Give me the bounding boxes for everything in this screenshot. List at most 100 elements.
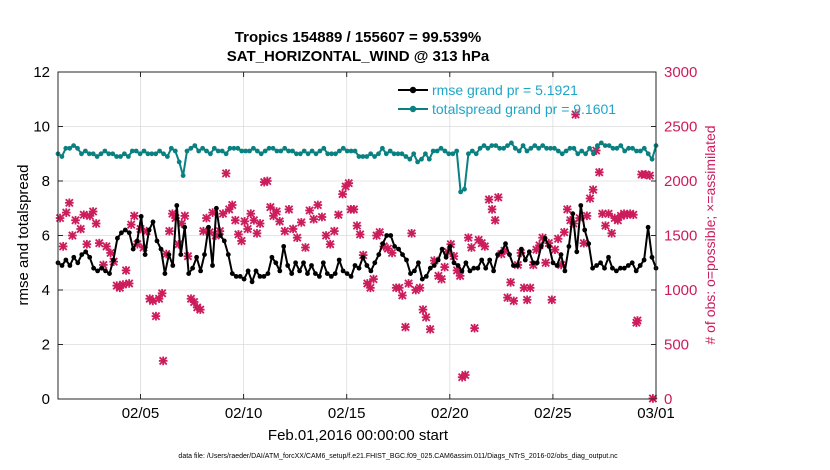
- rmse-point-105: [471, 265, 477, 271]
- chart-titles: Tropics 154889 / 155607 = 99.539% SAT_HO…: [227, 29, 490, 65]
- rmse-point-100: [451, 260, 457, 266]
- totalspread-point-24: [149, 151, 155, 157]
- rmse-point-33: [186, 271, 192, 276]
- rmse-point-61: [297, 268, 302, 274]
- obs-marker-85: [338, 189, 347, 199]
- rmse-point-58: [285, 263, 291, 268]
- totalspread-point-137: [591, 151, 596, 157]
- rmse-point-103: [463, 260, 469, 266]
- rmse-point-115: [511, 263, 516, 268]
- rmse-point-127: [558, 252, 564, 257]
- totalspread-point-142: [610, 145, 616, 151]
- totalspread-point-106: [469, 148, 475, 154]
- totalspread-point-58: [282, 145, 288, 151]
- totalspread-point-113: [497, 145, 503, 151]
- totalspread-series: [55, 140, 659, 195]
- obs-marker-20: [121, 266, 131, 275]
- obs-marker-30: [151, 311, 161, 321]
- totalspread-point-19: [129, 148, 135, 154]
- obs-marker-150: [550, 245, 560, 254]
- totalspread-point-132: [571, 145, 577, 151]
- y-left-tick-label-3: 6: [42, 228, 50, 245]
- rmse-point-10: [95, 268, 100, 274]
- y-left-tick-label-5: 10: [33, 119, 50, 136]
- rmse-point-143: [621, 265, 627, 271]
- rmse-point-83: [384, 233, 390, 238]
- obs-marker-102: [394, 283, 404, 293]
- obs-marker-6: [76, 224, 86, 234]
- rmse-point-110: [491, 268, 496, 274]
- obs-marker-103: [398, 291, 407, 300]
- totalspread-point-108: [477, 145, 483, 151]
- totalspread-point-64: [305, 151, 311, 157]
- totalspread-point-59: [286, 148, 291, 154]
- rmse-point-60: [293, 260, 298, 266]
- x-axis: 02/05 02/10 02/15 02/20 02/25 03/01: [122, 72, 675, 422]
- rmse-point-57: [281, 244, 287, 249]
- totalspread-point-17: [122, 151, 127, 157]
- totalspread-point-125: [544, 145, 549, 151]
- y-right-tick-label-5: 2500: [664, 119, 697, 136]
- rmse-point-55: [273, 260, 279, 266]
- totalspread-point-36: [196, 148, 202, 154]
- obs-marker-11: [91, 219, 101, 228]
- rmse-point-112: [499, 249, 504, 255]
- rmse-point-64: [309, 263, 314, 268]
- rmse-point-144: [625, 263, 631, 268]
- totalspread-point-88: [399, 151, 405, 157]
- rmse-point-39: [210, 263, 215, 268]
- rmse-point-130: [570, 211, 576, 217]
- obs-marker-67: [266, 202, 275, 212]
- totalspread-point-82: [376, 151, 381, 157]
- totalspread-point-5: [75, 145, 80, 151]
- rmse-point-16: [119, 230, 124, 236]
- rmse-point-42: [221, 238, 227, 244]
- rmse-point-3: [67, 263, 73, 268]
- totalspread-point-8: [86, 151, 92, 157]
- totalspread-point-114: [501, 145, 506, 151]
- obs-marker-94: [366, 283, 375, 293]
- rmse-point-142: [618, 265, 623, 271]
- totalspread-point-34: [188, 145, 194, 151]
- rmse-point-52: [261, 274, 267, 279]
- rmse-point-91: [416, 260, 421, 266]
- totalspread-point-107: [473, 151, 479, 157]
- totalspread-point-71: [333, 151, 338, 157]
- totalspread-point-105: [466, 151, 471, 157]
- obs-marker-58: [237, 236, 246, 246]
- obs-marker-168: [607, 229, 616, 238]
- totalspread-point-66: [313, 151, 319, 157]
- totalspread-point-78: [360, 154, 366, 159]
- obs-marker-87: [344, 178, 354, 188]
- obs-marker-7: [79, 210, 89, 220]
- totalspread-point-141: [606, 143, 612, 149]
- obs-marker-157: [571, 110, 580, 119]
- rmse-point-34: [190, 265, 196, 271]
- rmse-point-21: [138, 214, 144, 219]
- totalspread-point-86: [391, 151, 397, 157]
- totalspread-point-118: [516, 148, 522, 154]
- totalspread-point-49: [247, 148, 252, 154]
- obs-marker-79: [313, 200, 323, 210]
- rmse-point-99: [447, 244, 453, 249]
- obs-marker-40: [180, 211, 190, 221]
- obs-marker-120: [455, 271, 465, 281]
- legend-rmse-marker: [409, 86, 417, 94]
- rmse-point-50: [253, 268, 259, 274]
- y-right-tick-label-0: 0: [664, 391, 672, 408]
- rmse-point-15: [115, 235, 120, 241]
- rmse-point-31: [178, 252, 184, 257]
- totalspread-point-33: [184, 148, 190, 154]
- obs-marker-82: [325, 239, 335, 249]
- rmse-point-26: [158, 246, 164, 252]
- obs-marker-97: [375, 227, 385, 237]
- obs-marker-32: [157, 288, 167, 298]
- obs-marker-154: [563, 205, 572, 214]
- rmse-point-40: [214, 205, 219, 211]
- totalspread-point-150: [641, 145, 647, 151]
- obs-marker-84: [334, 210, 343, 220]
- rmse-point-82: [380, 241, 386, 247]
- rmse-point-109: [487, 257, 493, 263]
- totalspread-point-12: [102, 148, 108, 154]
- y-left-tick-label-4: 8: [42, 173, 50, 190]
